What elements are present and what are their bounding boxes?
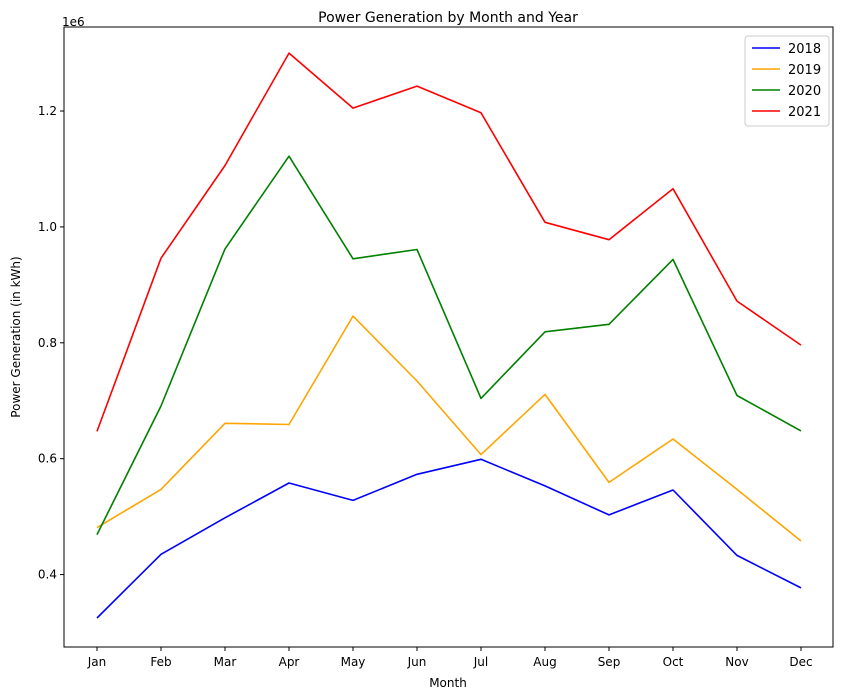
legend-label: 2018 bbox=[788, 42, 821, 57]
y-tick-label: 0.6 bbox=[38, 452, 57, 466]
x-tick-label: Aug bbox=[533, 655, 556, 669]
x-tick-label: Oct bbox=[663, 655, 684, 669]
plot-lines bbox=[96, 52, 802, 619]
x-axis: Jan Feb Mar Apr May Jun Jul Aug Sep Oct Nov Dec bbox=[87, 647, 813, 669]
y-axis: 0.4 0.6 0.8 1.0 1.2 bbox=[38, 104, 64, 582]
x-tick-label: May bbox=[341, 655, 366, 669]
legend-label: 2019 bbox=[788, 63, 821, 78]
y-offset-label: 1e6 bbox=[62, 15, 85, 29]
y-axis-label: Power Generation (in kWh) bbox=[9, 256, 23, 417]
legend-box bbox=[744, 35, 830, 127]
legend-label: 2020 bbox=[788, 84, 821, 99]
legend: 2018 2019 2020 2021 bbox=[744, 35, 830, 127]
legend-label: 2021 bbox=[788, 105, 821, 120]
y-tick-label: 1.0 bbox=[38, 220, 57, 234]
x-tick-label: Jul bbox=[473, 655, 488, 669]
y-tick-label: 1.2 bbox=[38, 104, 57, 118]
x-tick-label: Sep bbox=[598, 655, 621, 669]
x-tick-label: Jun bbox=[407, 655, 427, 669]
x-tick-label: Dec bbox=[789, 655, 812, 669]
series-line-2019 bbox=[96, 315, 802, 542]
y-tick-label: 0.4 bbox=[38, 568, 57, 582]
x-tick-label: Apr bbox=[279, 655, 300, 669]
plot-frame bbox=[63, 26, 834, 648]
x-tick-label: Nov bbox=[725, 655, 748, 669]
series-line-2021 bbox=[96, 52, 802, 432]
chart-title: Power Generation by Month and Year bbox=[318, 10, 578, 26]
y-tick-label: 0.8 bbox=[38, 336, 57, 350]
x-axis-label: Month bbox=[429, 676, 467, 690]
x-tick-label: Feb bbox=[150, 655, 171, 669]
series-line-2018 bbox=[96, 458, 802, 619]
series-line-2020 bbox=[96, 155, 802, 535]
x-tick-label: Mar bbox=[214, 655, 237, 669]
x-tick-label: Jan bbox=[87, 655, 107, 669]
